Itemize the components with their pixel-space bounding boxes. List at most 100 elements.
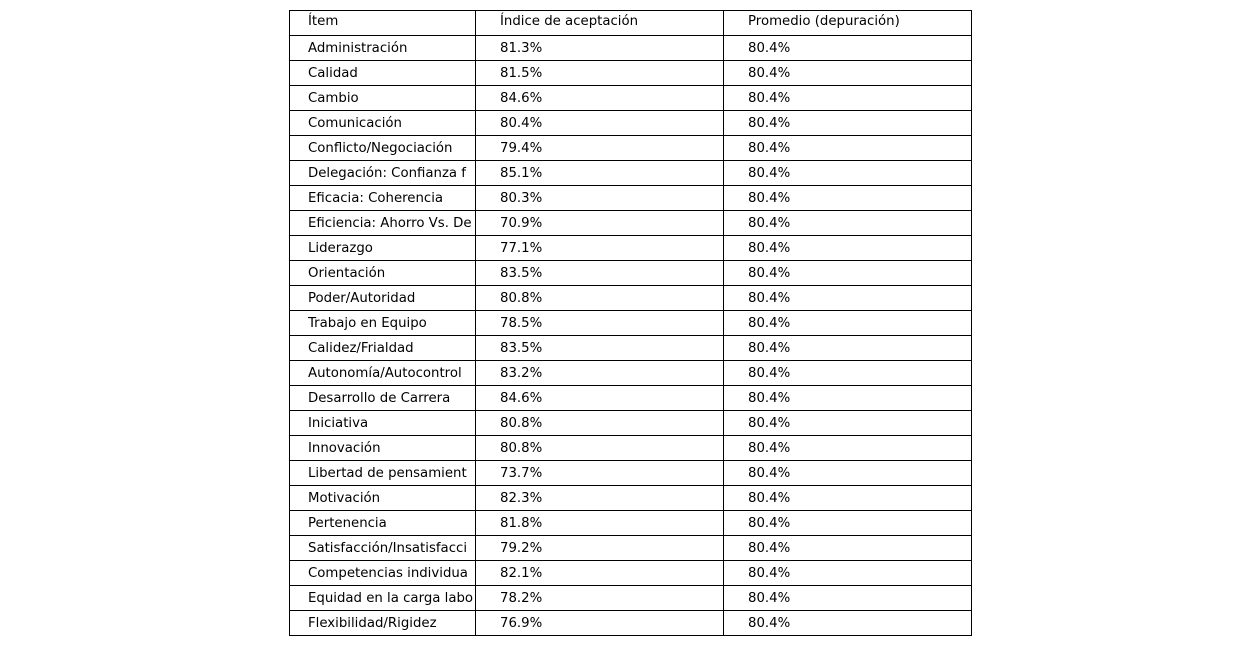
table-row: Calidad 81.5% 80.4% xyxy=(289,60,972,86)
table-row: Comunicación 80.4% 80.4% xyxy=(289,110,972,136)
average-cell: 80.4% xyxy=(723,535,972,561)
acceptance-index-cell: 76.9% xyxy=(475,610,724,636)
average-cell: 80.4% xyxy=(723,85,972,111)
header-cell-average: Promedio (depuración) xyxy=(723,10,972,36)
data-table: Ítem Índice de aceptación Promedio (depu… xyxy=(289,10,972,636)
acceptance-index-cell: 81.5% xyxy=(475,60,724,86)
table-row: Orientación 83.5% 80.4% xyxy=(289,260,972,286)
item-cell: Trabajo en Equipo xyxy=(289,310,476,336)
header-cell-item: Ítem xyxy=(289,10,476,36)
acceptance-index-cell: 73.7% xyxy=(475,460,724,486)
acceptance-index-cell: 80.3% xyxy=(475,185,724,211)
item-cell: Calidad xyxy=(289,60,476,86)
table-row: Eficiencia: Ahorro Vs. De 70.9% 80.4% xyxy=(289,210,972,236)
acceptance-index-cell: 85.1% xyxy=(475,160,724,186)
acceptance-index-cell: 83.2% xyxy=(475,360,724,386)
acceptance-index-cell: 80.8% xyxy=(475,285,724,311)
average-cell: 80.4% xyxy=(723,210,972,236)
table-row: Cambio 84.6% 80.4% xyxy=(289,85,972,111)
item-cell: Motivación xyxy=(289,485,476,511)
acceptance-index-cell: 78.5% xyxy=(475,310,724,336)
acceptance-index-cell: 82.3% xyxy=(475,485,724,511)
acceptance-index-cell: 80.4% xyxy=(475,110,724,136)
acceptance-index-cell: 79.4% xyxy=(475,135,724,161)
average-cell: 80.4% xyxy=(723,510,972,536)
item-cell: Autonomía/Autocontrol xyxy=(289,360,476,386)
table-row: Delegación: Confianza f 85.1% 80.4% xyxy=(289,160,972,186)
item-cell: Cambio xyxy=(289,85,476,111)
item-cell: Innovación xyxy=(289,435,476,461)
table-row: Liderazgo 77.1% 80.4% xyxy=(289,235,972,261)
average-cell: 80.4% xyxy=(723,185,972,211)
average-cell: 80.4% xyxy=(723,260,972,286)
item-cell: Eficacia: Coherencia xyxy=(289,185,476,211)
item-cell: Calidez/Frialdad xyxy=(289,335,476,361)
item-cell: Flexibilidad/Rigidez xyxy=(289,610,476,636)
item-cell: Satisfacción/Insatisfacci xyxy=(289,535,476,561)
item-cell: Pertenencia xyxy=(289,510,476,536)
table-row: Equidad en la carga labo 78.2% 80.4% xyxy=(289,585,972,611)
acceptance-index-cell: 84.6% xyxy=(475,385,724,411)
acceptance-index-cell: 81.8% xyxy=(475,510,724,536)
item-cell: Equidad en la carga labo xyxy=(289,585,476,611)
acceptance-index-cell: 82.1% xyxy=(475,560,724,586)
table-row: Autonomía/Autocontrol 83.2% 80.4% xyxy=(289,360,972,386)
table-row: Flexibilidad/Rigidez 76.9% 80.4% xyxy=(289,610,972,636)
acceptance-index-cell: 83.5% xyxy=(475,335,724,361)
acceptance-index-cell: 70.9% xyxy=(475,210,724,236)
item-cell: Liderazgo xyxy=(289,235,476,261)
average-cell: 80.4% xyxy=(723,585,972,611)
table-row: Desarrollo de Carrera 84.6% 80.4% xyxy=(289,385,972,411)
average-cell: 80.4% xyxy=(723,135,972,161)
table-row: Conflicto/Negociación 79.4% 80.4% xyxy=(289,135,972,161)
item-cell: Comunicación xyxy=(289,110,476,136)
table-row: Poder/Autoridad 80.8% 80.4% xyxy=(289,285,972,311)
table-row: Libertad de pensamient 73.7% 80.4% xyxy=(289,460,972,486)
table-row: Trabajo en Equipo 78.5% 80.4% xyxy=(289,310,972,336)
item-cell: Desarrollo de Carrera xyxy=(289,385,476,411)
item-cell: Conflicto/Negociación xyxy=(289,135,476,161)
acceptance-index-cell: 83.5% xyxy=(475,260,724,286)
average-cell: 80.4% xyxy=(723,610,972,636)
item-cell: Administración xyxy=(289,35,476,61)
table-row: Eficacia: Coherencia 80.3% 80.4% xyxy=(289,185,972,211)
average-cell: 80.4% xyxy=(723,385,972,411)
header-cell-acceptance-index: Índice de aceptación xyxy=(475,10,724,36)
item-cell: Delegación: Confianza f xyxy=(289,160,476,186)
average-cell: 80.4% xyxy=(723,460,972,486)
item-cell: Poder/Autoridad xyxy=(289,285,476,311)
average-cell: 80.4% xyxy=(723,310,972,336)
acceptance-index-cell: 80.8% xyxy=(475,435,724,461)
acceptance-index-cell: 80.8% xyxy=(475,410,724,436)
acceptance-index-cell: 84.6% xyxy=(475,85,724,111)
acceptance-index-cell: 79.2% xyxy=(475,535,724,561)
average-cell: 80.4% xyxy=(723,410,972,436)
acceptance-index-cell: 81.3% xyxy=(475,35,724,61)
table-row: Calidez/Frialdad 83.5% 80.4% xyxy=(289,335,972,361)
average-cell: 80.4% xyxy=(723,110,972,136)
average-cell: 80.4% xyxy=(723,60,972,86)
table-row: Competencias individua 82.1% 80.4% xyxy=(289,560,972,586)
table-row: Administración 81.3% 80.4% xyxy=(289,35,972,61)
item-cell: Libertad de pensamient xyxy=(289,460,476,486)
average-cell: 80.4% xyxy=(723,560,972,586)
average-cell: 80.4% xyxy=(723,235,972,261)
average-cell: 80.4% xyxy=(723,360,972,386)
average-cell: 80.4% xyxy=(723,485,972,511)
acceptance-index-cell: 78.2% xyxy=(475,585,724,611)
item-cell: Orientación xyxy=(289,260,476,286)
average-cell: 80.4% xyxy=(723,335,972,361)
acceptance-index-cell: 77.1% xyxy=(475,235,724,261)
table-header-row: Ítem Índice de aceptación Promedio (depu… xyxy=(289,10,972,36)
table-row: Satisfacción/Insatisfacci 79.2% 80.4% xyxy=(289,535,972,561)
item-cell: Competencias individua xyxy=(289,560,476,586)
item-cell: Iniciativa xyxy=(289,410,476,436)
average-cell: 80.4% xyxy=(723,435,972,461)
item-cell: Eficiencia: Ahorro Vs. De xyxy=(289,210,476,236)
average-cell: 80.4% xyxy=(723,285,972,311)
table-row: Motivación 82.3% 80.4% xyxy=(289,485,972,511)
table-row: Innovación 80.8% 80.4% xyxy=(289,435,972,461)
average-cell: 80.4% xyxy=(723,160,972,186)
table-row: Iniciativa 80.8% 80.4% xyxy=(289,410,972,436)
data-table-container: Ítem Índice de aceptación Promedio (depu… xyxy=(289,10,972,636)
